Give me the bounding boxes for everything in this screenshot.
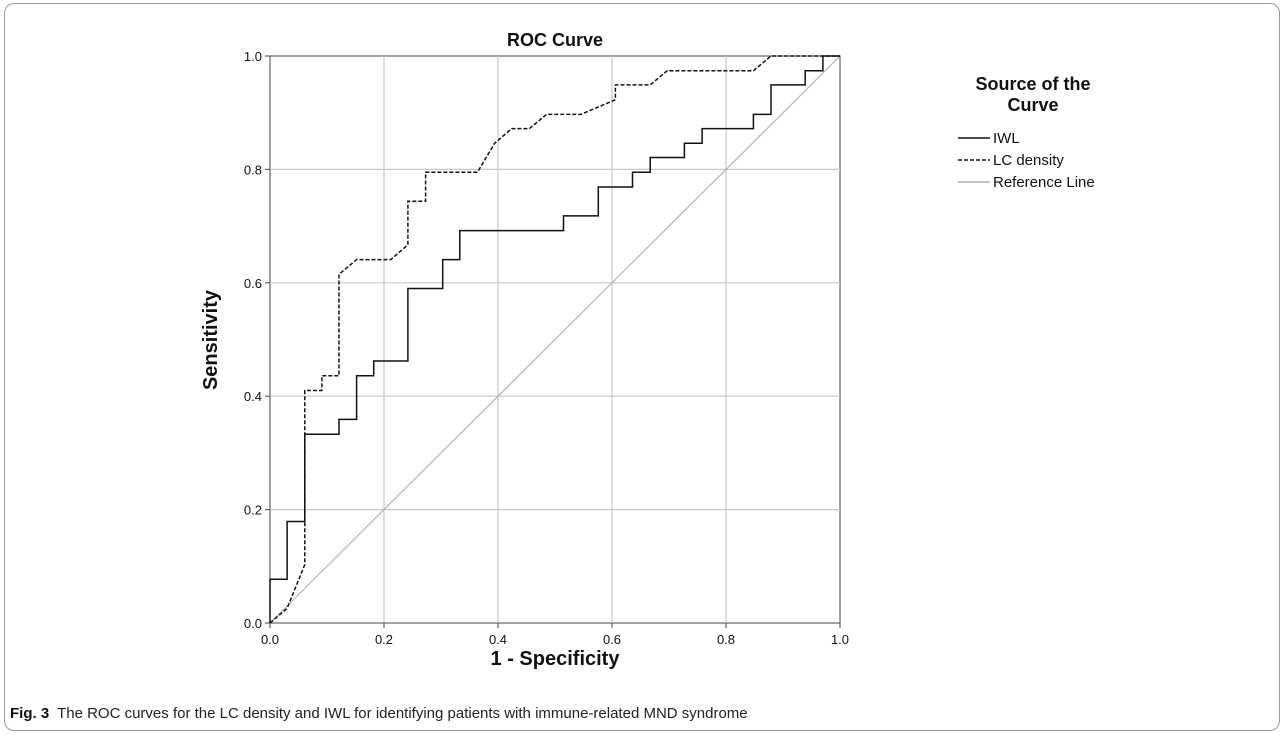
grid <box>265 55 841 628</box>
x-tick-label: 0.4 <box>489 632 507 647</box>
legend: Source of the Curve IWL LC density Referen… <box>958 74 1095 191</box>
x-tick-label: 0.8 <box>717 632 735 647</box>
y-tick-label: 0.8 <box>244 162 262 177</box>
series-layer <box>269 55 840 624</box>
legend-label-iwl: IWL <box>993 130 1020 147</box>
legend-label-lc-density: LC density <box>993 152 1064 169</box>
legend-items: IWL LC density Reference Line <box>958 130 1095 191</box>
legend-title-line-1: Source of the <box>975 74 1090 94</box>
caption-text: The ROC curves for the LC density and IW… <box>57 705 748 722</box>
caption-label: Fig. 3 <box>10 705 50 722</box>
y-tick-label: 0.0 <box>244 616 262 631</box>
figure-caption: Fig. 3 The ROC curves for the LC density… <box>10 705 748 722</box>
y-tick-label: 0.4 <box>244 389 262 404</box>
y-tick-labels: 0.0 0.2 0.4 0.6 0.8 1.0 <box>244 49 262 631</box>
y-tick-label: 0.2 <box>244 503 262 518</box>
chart-title: ROC Curve <box>507 30 603 50</box>
x-tick-label: 0.0 <box>261 632 279 647</box>
y-tick-label: 1.0 <box>244 49 262 64</box>
x-tick-label: 0.2 <box>375 632 393 647</box>
series-line-reference-line <box>269 55 841 624</box>
x-tick-labels: 0.0 0.2 0.4 0.6 0.8 1.0 <box>261 632 849 647</box>
x-tick-label: 1.0 <box>831 632 849 647</box>
series-line-iwl <box>269 55 840 623</box>
legend-label-reference-line: Reference Line <box>993 174 1095 191</box>
series-line-lc-density <box>269 55 840 624</box>
x-axis-title: 1 - Specificity <box>491 648 621 670</box>
y-tick-label: 0.6 <box>244 276 262 291</box>
x-tick-label: 0.6 <box>603 632 621 647</box>
y-axis-title: Sensitivity <box>200 289 222 390</box>
roc-chart: 0.0 0.2 0.4 0.6 0.8 1.0 0.0 0.2 0.4 0.6 0.8 1.0 RO… <box>200 30 1095 670</box>
legend-title-line-2: Curve <box>1007 95 1058 115</box>
reference-layer <box>269 55 841 624</box>
